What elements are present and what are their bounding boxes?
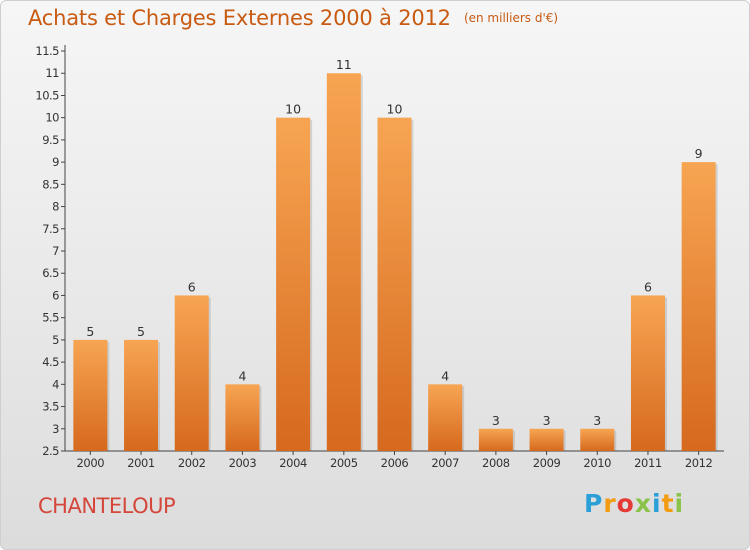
bar-value-label: 4	[238, 368, 246, 383]
y-tick-label: 6.5	[42, 266, 59, 280]
x-tick-label: 2004	[279, 456, 307, 470]
y-tick-label: 9	[52, 155, 59, 169]
logo-letter: x	[634, 489, 652, 518]
bar	[580, 428, 615, 451]
chart-title: Achats et Charges Externes 2000 à 2012	[28, 6, 451, 30]
y-tick-label: 3.5	[42, 400, 59, 414]
y-tick-label: 11	[45, 66, 59, 80]
y-tick-label: 11.5	[35, 44, 59, 58]
commune-name: CHANTELOUP	[38, 494, 176, 518]
bar-value-label: 6	[644, 279, 652, 294]
x-tick-label: 2005	[330, 456, 358, 470]
bar	[529, 428, 564, 451]
bar-value-label: 4	[441, 368, 449, 383]
bar-value-label: 10	[285, 102, 301, 117]
bar	[681, 162, 716, 451]
bar	[377, 117, 412, 452]
bar	[174, 295, 209, 451]
bar	[276, 117, 311, 452]
bar	[73, 339, 108, 451]
y-tick-label: 3	[52, 422, 59, 436]
x-tick-label: 2009	[533, 456, 561, 470]
x-tick-label: 2007	[431, 456, 459, 470]
chart-title-row: Achats et Charges Externes 2000 à 2012 (…	[28, 6, 558, 30]
logo-letter: P	[584, 489, 604, 518]
bar-value-label: 3	[543, 413, 551, 428]
bar-value-label: 11	[336, 57, 352, 72]
y-tick-label: 5.5	[42, 311, 59, 325]
bar	[225, 384, 260, 451]
x-tick-label: 2001	[127, 456, 155, 470]
y-tick-label: 2.5	[42, 444, 59, 458]
x-tick-label: 2003	[229, 456, 257, 470]
x-tick-label: 2008	[482, 456, 510, 470]
x-tick-label: 2011	[634, 456, 662, 470]
logo-letter: r	[603, 489, 617, 518]
x-tick-label: 2000	[77, 456, 105, 470]
bar-value-label: 10	[387, 102, 403, 117]
bar	[478, 428, 513, 451]
y-tick-label: 7	[52, 244, 59, 258]
y-tick-label: 8	[52, 200, 59, 214]
y-tick-label: 7.5	[42, 222, 59, 236]
logo-letter: i	[652, 489, 662, 518]
y-tick-label: 5	[52, 333, 59, 347]
y-tick-label: 4.5	[42, 355, 59, 369]
logo-letter: i	[674, 489, 685, 518]
y-tick-label: 9.5	[42, 133, 59, 147]
bar	[124, 339, 159, 451]
x-tick-label: 2012	[685, 456, 713, 470]
bar-value-label: 5	[137, 324, 145, 339]
x-tick-label: 2010	[583, 456, 611, 470]
logo-letter: o	[616, 489, 635, 518]
x-tick-label: 2006	[381, 456, 409, 470]
bar	[428, 384, 463, 451]
logo-letter: t	[661, 489, 675, 518]
y-tick-label: 10	[45, 111, 59, 125]
chart-unit: (en milliers d'€)	[463, 11, 559, 25]
bar	[630, 295, 665, 451]
y-tick-label: 10.5	[35, 88, 59, 102]
bar-value-label: 5	[86, 324, 94, 339]
bar	[326, 73, 361, 451]
bar-value-label: 9	[695, 146, 703, 161]
x-tick-label: 2002	[178, 456, 206, 470]
proxiti-logo: Proxiti	[584, 489, 684, 518]
y-tick-label: 4	[52, 377, 59, 391]
bar-value-label: 3	[492, 413, 500, 428]
bar-value-label: 3	[593, 413, 601, 428]
y-tick-label: 8.5	[42, 177, 59, 191]
bar-value-label: 6	[188, 279, 196, 294]
y-tick-label: 6	[52, 288, 59, 302]
